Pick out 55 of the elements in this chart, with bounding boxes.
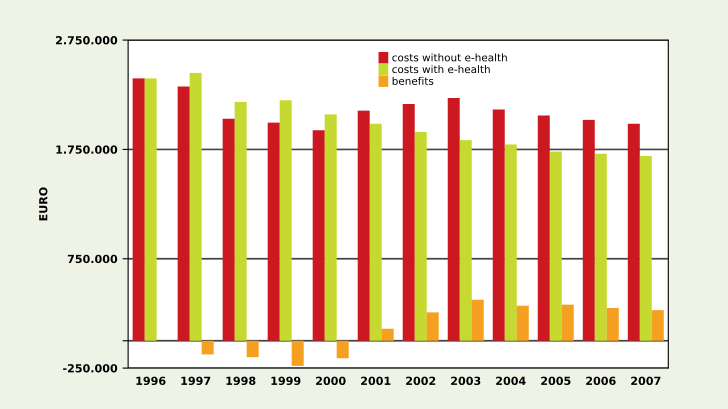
x-tick-label: 2001 bbox=[361, 376, 390, 386]
bar bbox=[582, 120, 595, 341]
y-tick-label: 2.750.000 bbox=[56, 36, 118, 44]
bar bbox=[382, 328, 394, 341]
bar bbox=[594, 154, 607, 341]
bar bbox=[370, 124, 382, 341]
y-axis-title: EURO bbox=[39, 187, 48, 220]
bar bbox=[538, 116, 550, 341]
bar bbox=[640, 156, 652, 341]
bar bbox=[144, 78, 157, 341]
legend-label: costs without e-health bbox=[392, 53, 507, 62]
y-tick-label: 1.750.000 bbox=[56, 145, 118, 154]
bar bbox=[190, 72, 202, 341]
x-tick-label: 2000 bbox=[316, 376, 346, 386]
bar bbox=[448, 98, 460, 341]
bar bbox=[292, 340, 304, 366]
bar bbox=[652, 310, 664, 341]
bar bbox=[222, 118, 235, 341]
x-tick-label: 2004 bbox=[496, 376, 526, 386]
x-tick-label: 1996 bbox=[136, 376, 166, 386]
bar bbox=[336, 340, 349, 358]
bar bbox=[358, 110, 370, 341]
bar bbox=[426, 312, 439, 341]
x-tick-label: 1998 bbox=[226, 376, 256, 386]
x-tick-label: 2007 bbox=[631, 376, 660, 386]
bar bbox=[202, 340, 214, 354]
x-tick-label: 2003 bbox=[451, 376, 480, 386]
bar bbox=[324, 114, 337, 341]
bar bbox=[178, 86, 190, 341]
bar bbox=[280, 100, 292, 341]
bar bbox=[402, 104, 415, 341]
x-tick-label: 1997 bbox=[181, 376, 210, 386]
bar bbox=[492, 110, 505, 341]
bar bbox=[628, 124, 640, 341]
bar bbox=[132, 78, 145, 341]
bar bbox=[246, 340, 259, 358]
bar bbox=[472, 300, 484, 341]
y-tick-label: -250.000 bbox=[63, 364, 118, 372]
x-tick-label: 1999 bbox=[271, 376, 300, 386]
bar bbox=[504, 144, 517, 341]
bar bbox=[562, 304, 574, 341]
bar bbox=[460, 140, 472, 341]
x-tick-label: 2005 bbox=[541, 376, 570, 386]
bar bbox=[234, 102, 247, 341]
y-tick-label: 750.000 bbox=[68, 254, 118, 264]
bar bbox=[414, 132, 427, 341]
bar bbox=[312, 130, 325, 341]
bar bbox=[268, 122, 280, 341]
bar bbox=[606, 308, 619, 341]
bar bbox=[550, 152, 562, 341]
bar bbox=[516, 306, 529, 341]
x-tick-label: 2002 bbox=[406, 376, 436, 386]
legend-label: costs with e-health bbox=[392, 65, 490, 74]
x-tick-label: 2006 bbox=[586, 376, 616, 386]
legend-label: benefits bbox=[392, 76, 434, 85]
